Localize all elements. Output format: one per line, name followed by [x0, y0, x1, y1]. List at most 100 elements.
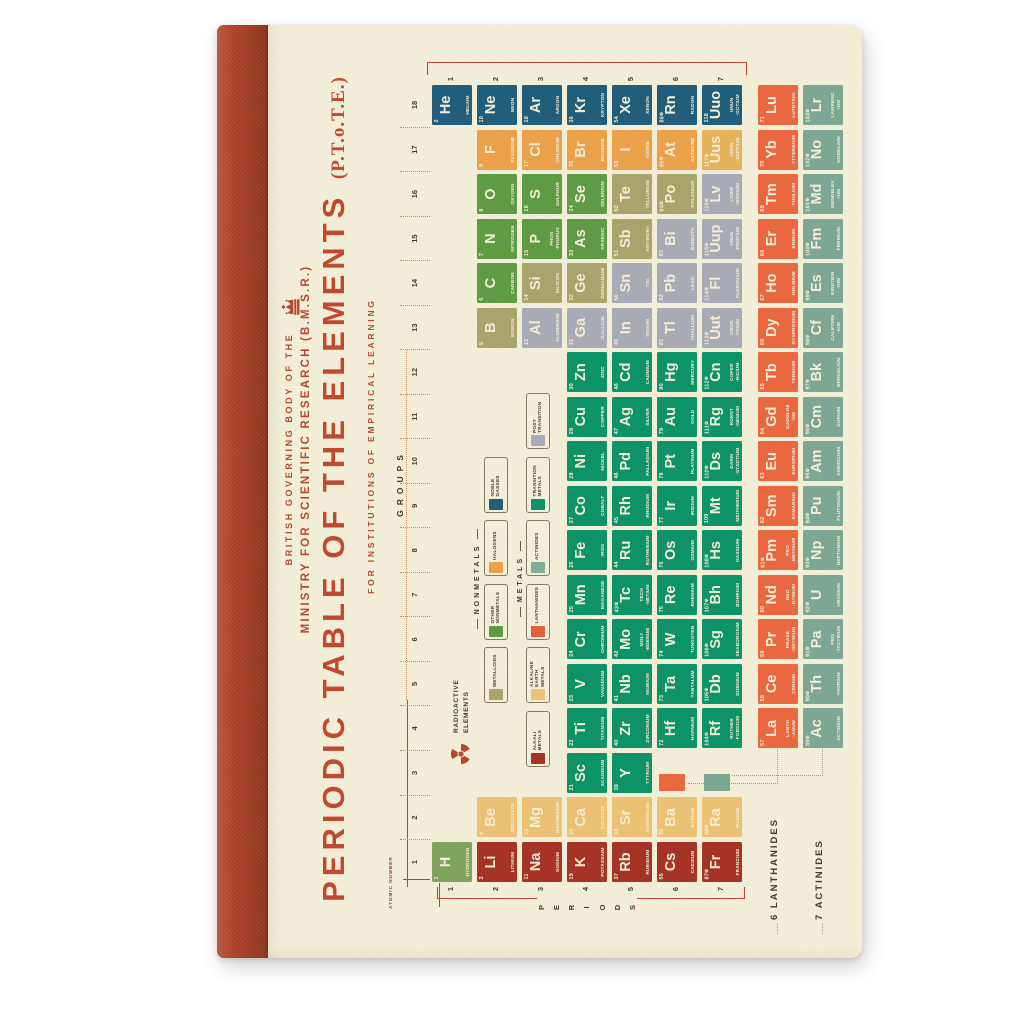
element-name: NEO -DYMIUM	[785, 583, 796, 606]
element-name: SULPHUR	[554, 182, 560, 207]
element-name: THORIUM	[835, 672, 841, 696]
element-cell: 71 Lu LUTETIUM	[758, 85, 798, 125]
element-symbol: Er	[764, 230, 780, 247]
element-name: RUTHENIUM	[644, 535, 650, 566]
element-cell: 66 Dy DYSPROSIUM	[758, 307, 798, 348]
legend-item: POST TRANSITION	[526, 393, 550, 450]
element-cell: 1 H HYDROGEN	[432, 842, 472, 882]
element-cell: 40 Zr ZIRCONIUM	[612, 708, 652, 749]
element-cell: 31 Ga GALLIUM	[567, 307, 607, 348]
element-symbol: Uus	[708, 135, 724, 164]
element-symbol: Mg	[528, 807, 544, 828]
element-name: RADIUM	[734, 807, 740, 828]
element-symbol: At	[663, 141, 679, 158]
element-symbol: Yb	[764, 140, 780, 159]
element-cell: 77 Ir IRIDIUM	[657, 485, 697, 526]
element-name: RHODIUM	[644, 493, 650, 518]
element-symbol: B	[483, 322, 499, 333]
element-name: GOLD	[689, 409, 695, 424]
element-name: THALLIUM	[689, 314, 695, 341]
element-symbol: Sc	[573, 764, 589, 782]
legend-swatch	[531, 689, 545, 701]
element-symbol: No	[809, 139, 825, 160]
legend-swatch	[531, 435, 545, 447]
element-name: POTASSIUM	[599, 847, 605, 877]
element-symbol: Tc	[618, 586, 634, 603]
element-symbol: Ru	[618, 540, 634, 560]
element-symbol: Mt	[708, 497, 724, 515]
groups-rule	[407, 700, 409, 887]
element-symbol: Pd	[618, 451, 634, 471]
period-number: 2	[491, 886, 500, 892]
element-name: CHROMIUM	[599, 625, 605, 654]
element-cell: 8 O OXYGEN	[477, 174, 517, 215]
element-symbol: K	[573, 856, 589, 868]
group-tick	[400, 839, 430, 841]
legend-swatch	[531, 626, 545, 637]
element-cell: 54 Xe XENON	[612, 85, 652, 125]
element-cell: 116☢ Lv LIVER -MORIUM	[702, 174, 742, 215]
element-cell: 36 Kr KRYPTON	[567, 85, 607, 125]
governing-body-line: BRITISH GOVERNING BODY OF THE	[284, 332, 294, 566]
element-name: MENDELEV -IUM	[830, 180, 841, 208]
element-cell: 47 Ag SILVER	[612, 396, 652, 437]
legend-item-label: NOBLE GASSES	[490, 475, 501, 497]
element-symbol: Pu	[809, 496, 825, 516]
element-name: HELIUM	[464, 95, 470, 115]
element-name: SCANDIUM	[599, 759, 605, 787]
element-cell: 67 Ho HOLMIUM	[758, 263, 798, 304]
element-name: CERIUM	[790, 674, 796, 694]
element-name: HOLMIUM	[790, 271, 796, 296]
element-cell: 45 Rh RHODIUM	[612, 485, 652, 526]
element-cell: 2 He HELIUM	[432, 85, 472, 125]
group-number: 13	[410, 323, 419, 332]
element-cell: 50 Sn TIN	[612, 263, 652, 304]
element-cell: 107☢ Bh BOHRIUM	[702, 574, 742, 615]
element-symbol: Cd	[618, 362, 634, 382]
element-symbol: Tb	[764, 363, 780, 382]
group-tick	[400, 527, 430, 529]
group-number: 9	[410, 503, 419, 508]
element-symbol: Fr	[708, 854, 724, 870]
lanthanide-connector-h	[777, 747, 778, 784]
element-name: NEON	[509, 97, 515, 113]
legend-item-label: ACTINIDES	[535, 532, 541, 560]
element-cell: 87☢ Fr FRANCIUM	[702, 842, 742, 882]
periods-bracket-left-b	[637, 897, 745, 899]
metals-legend-header: METALS	[514, 391, 526, 767]
element-name: ZIRCONIUM	[644, 714, 650, 743]
period-number: 6	[671, 886, 680, 892]
notebook-spine	[217, 25, 268, 958]
element-symbol: Po	[663, 184, 679, 204]
group-tick	[400, 438, 430, 440]
element-cell: 81 Tl THALLIUM	[657, 307, 697, 348]
element-symbol: Dy	[764, 318, 780, 337]
element-cell: 64 Gd GADOLINI -UM	[758, 396, 798, 437]
legend-swatch	[489, 499, 503, 510]
element-name: IODINE	[644, 140, 650, 159]
element-cell: 97☢ Bk BERKELIUM	[803, 352, 843, 393]
group-tick	[400, 794, 430, 796]
group-number: 5	[410, 681, 419, 686]
groups-dotted-rule	[406, 350, 407, 700]
element-name: GERMANIUM	[599, 267, 605, 299]
element-symbol: Lu	[764, 96, 780, 114]
label-leader	[822, 923, 823, 934]
periods-letter: S	[627, 905, 637, 911]
element-cell: 94☢ Pu PLUTONIUM	[803, 485, 843, 526]
element-name: COPER -NICIUM	[729, 362, 740, 382]
element-symbol: Th	[809, 675, 825, 693]
element-symbol: Hs	[708, 541, 724, 560]
element-cell: 33 As ARSENIC	[567, 218, 607, 259]
element-name: IRIDIUM	[689, 496, 695, 516]
subtitle: FOR INSTITUTIONS OF EMPIRICAL LEARNING	[366, 298, 376, 594]
element-cell: 61☢ Pm PRO -METHIUM	[758, 530, 798, 571]
element-name: NICKEL	[599, 451, 605, 471]
element-symbol: Ni	[573, 453, 589, 469]
element-cell: 102☢ No NOBELIUM	[803, 129, 843, 170]
atomic-number-pointer-h	[439, 883, 441, 907]
group-number: 6	[410, 637, 419, 642]
element-symbol: Rn	[663, 95, 679, 115]
element-symbol: Rg	[708, 407, 724, 427]
element-cell: 6 C CARBON	[477, 263, 517, 304]
